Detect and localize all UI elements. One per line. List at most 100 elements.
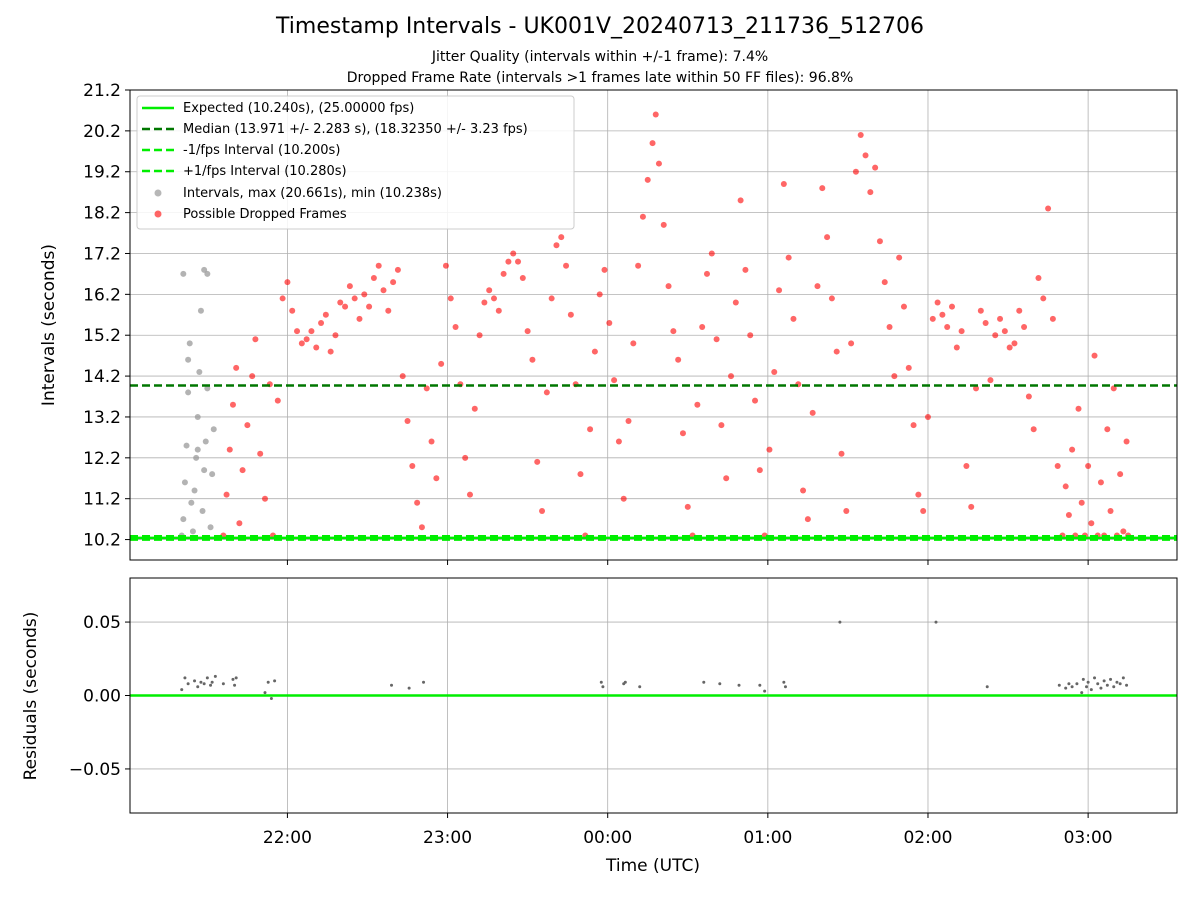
intervals-plot: 10.2 11.2 12.2 13.2 14.2 15.2 16.2 17.2 18.2 19.2… bbox=[39, 81, 1178, 565]
interval-point bbox=[210, 426, 217, 433]
interval-point bbox=[207, 524, 214, 531]
dropped-frame-point bbox=[500, 270, 507, 277]
intervals-y-axis-label: Intervals (seconds) bbox=[39, 244, 59, 406]
legend-label-median: Median (13.971 +/- 2.283 s), (18.32350 +… bbox=[183, 122, 528, 137]
dropped-frame-point bbox=[1088, 520, 1095, 527]
dropped-frame-point bbox=[274, 397, 281, 404]
residual-point bbox=[202, 682, 206, 686]
dropped-frame-point bbox=[548, 295, 555, 302]
residual-point bbox=[422, 680, 426, 684]
residual-point bbox=[269, 696, 273, 700]
dropped-frame-point bbox=[635, 262, 642, 269]
residual-point bbox=[1099, 686, 1103, 690]
dropped-frame-point bbox=[318, 319, 325, 326]
dropped-frame-point bbox=[1107, 507, 1114, 514]
dropped-frame-point bbox=[1006, 344, 1013, 351]
intervals-y-tick-label: 17.2 bbox=[83, 244, 121, 264]
residual-point bbox=[196, 685, 200, 689]
dropped-frame-point bbox=[1011, 340, 1018, 347]
residual-point bbox=[407, 686, 411, 690]
dropped-frame-point bbox=[587, 426, 594, 433]
dropped-frame-point bbox=[1069, 446, 1076, 453]
dropped-frame-point bbox=[776, 287, 783, 294]
dropped-frame-point bbox=[414, 499, 421, 506]
dropped-frame-point bbox=[728, 373, 735, 380]
residual-point bbox=[782, 680, 786, 684]
dropped-frame-point bbox=[625, 418, 632, 425]
residual-point bbox=[221, 682, 225, 686]
dropped-frame-point bbox=[862, 152, 869, 159]
dropped-frame-point bbox=[558, 234, 565, 241]
residual-point bbox=[263, 691, 267, 695]
dropped-frame-point bbox=[476, 332, 483, 339]
dropped-frame-point bbox=[351, 295, 358, 302]
legend-label-intervals: Intervals, max (20.661s), min (10.238s) bbox=[183, 186, 442, 201]
dropped-frame-point bbox=[615, 438, 622, 445]
legend: Expected (10.240s), (25.00000 fps) Media… bbox=[136, 95, 575, 230]
dropped-frame-point bbox=[428, 438, 435, 445]
residual-point bbox=[1115, 680, 1119, 684]
dropped-frame-point bbox=[1110, 385, 1117, 392]
dropped-frame-point bbox=[611, 377, 618, 384]
dropped-frame-point bbox=[848, 340, 855, 347]
interval-point bbox=[186, 340, 193, 347]
dropped-frame-point bbox=[699, 324, 706, 331]
dropped-frame-point bbox=[601, 266, 608, 273]
dropped-frame-point bbox=[718, 422, 725, 429]
dropped-frame-point bbox=[703, 270, 710, 277]
dropped-frame-point bbox=[308, 328, 315, 335]
dropped-frame-point bbox=[737, 197, 744, 204]
dropped-frame-point bbox=[279, 295, 286, 302]
dropped-frame-point bbox=[804, 516, 811, 523]
dropped-frame-point bbox=[679, 430, 686, 437]
residual-point bbox=[1125, 683, 1129, 687]
dropped-frame-point bbox=[370, 275, 377, 281]
dropped-frame-point bbox=[332, 332, 339, 339]
interval-point bbox=[202, 438, 209, 445]
dropped-frame-point bbox=[747, 332, 754, 339]
dropped-frame-point bbox=[639, 213, 646, 220]
dropped-frame-point bbox=[284, 279, 291, 286]
dropped-frame-point bbox=[924, 413, 931, 420]
dropped-frame-point bbox=[872, 164, 879, 171]
residual-point bbox=[1064, 686, 1068, 690]
residual-point bbox=[1096, 682, 1100, 686]
dropped-frame-point bbox=[534, 458, 541, 465]
dropped-frame-point bbox=[1117, 471, 1124, 478]
dropped-frame-point bbox=[920, 507, 927, 514]
dropped-frame-point bbox=[495, 307, 502, 314]
dropped-frame-point bbox=[236, 520, 243, 527]
interval-point bbox=[196, 369, 203, 375]
residual-point bbox=[205, 676, 209, 680]
dropped-frame-point bbox=[1065, 512, 1072, 519]
intervals-y-tick-label: 19.2 bbox=[83, 163, 121, 183]
dropped-frame-point bbox=[442, 262, 449, 269]
interval-point bbox=[194, 413, 201, 420]
dropped-frame-point bbox=[949, 303, 956, 310]
dropped-frame-point bbox=[809, 409, 816, 416]
dropped-frame-point bbox=[1097, 479, 1104, 486]
dropped-frame-point bbox=[886, 324, 893, 331]
residual-point bbox=[758, 683, 762, 687]
interval-point bbox=[185, 389, 192, 396]
interval-point bbox=[191, 487, 198, 494]
dropped-frame-point bbox=[466, 491, 473, 498]
dropped-frame-point bbox=[958, 328, 965, 335]
interval-point bbox=[194, 446, 201, 453]
dropped-frame-point bbox=[490, 295, 497, 302]
dropped-frame-point bbox=[1030, 426, 1037, 433]
dropped-frame-point bbox=[915, 491, 922, 498]
residual-point bbox=[209, 683, 213, 687]
intervals-points bbox=[178, 111, 1132, 539]
residual-point bbox=[1121, 676, 1125, 680]
dropped-frame-point bbox=[649, 140, 656, 147]
residual-point bbox=[180, 688, 184, 692]
legend-label-expected: Expected (10.240s), (25.00000 fps) bbox=[183, 101, 414, 116]
dropped-frame-point bbox=[1123, 438, 1130, 445]
dropped-frame-point bbox=[905, 364, 912, 371]
residuals-y-axis-label: Residuals (seconds) bbox=[21, 612, 41, 781]
residual-point bbox=[1112, 685, 1116, 689]
residual-point bbox=[934, 620, 938, 624]
residual-point bbox=[183, 676, 187, 680]
